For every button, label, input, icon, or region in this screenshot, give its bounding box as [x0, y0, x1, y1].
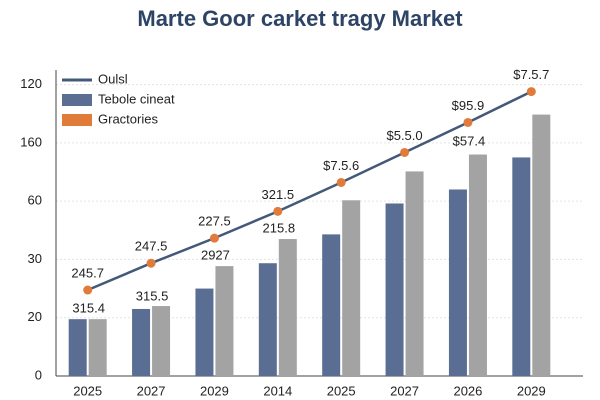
bar [322, 234, 341, 376]
bar [195, 288, 214, 376]
x-tick-label: 2027 [137, 383, 166, 398]
annotation: 315.4 [72, 300, 105, 315]
marker [146, 258, 156, 268]
x-tick-label: 2029 [200, 383, 229, 398]
bar [512, 157, 531, 376]
legend-label: Gractories [98, 111, 158, 126]
bar [258, 263, 277, 376]
marker [526, 87, 536, 97]
y-tick-label: 120 [20, 76, 42, 91]
y-tick-label: 160 [20, 134, 42, 149]
x-tick-label: 2025 [327, 383, 356, 398]
x-tick-label: 2025 [73, 383, 102, 398]
bar [385, 203, 404, 376]
annotation: 227.5 [198, 214, 231, 229]
bar [468, 154, 487, 376]
annotation: $5.5.0 [386, 128, 422, 143]
annotation: 247.5 [135, 239, 168, 254]
marker [400, 147, 410, 157]
bar [132, 308, 151, 376]
legend-swatch [62, 114, 92, 126]
annotation: 321.5 [262, 187, 295, 202]
bar [152, 306, 171, 376]
annotation: $57.4 [453, 133, 486, 148]
line [87, 90, 532, 292]
legend-label: Tebole cineat [98, 91, 175, 106]
annotation: $95.9 [452, 98, 485, 113]
y-tick-label: 30 [28, 251, 42, 266]
legend-label: Oulsl [98, 71, 128, 86]
bar [405, 171, 424, 376]
bar [88, 319, 107, 376]
x-tick-label: 2014 [263, 383, 292, 398]
annotation: $7.5.7 [513, 67, 549, 82]
chart-title: Marte Goor carket tragy Market [137, 6, 463, 31]
bar [68, 319, 87, 376]
bar [532, 114, 551, 377]
y-tick-label: 60 [28, 193, 42, 208]
marker [83, 285, 93, 295]
marker [273, 206, 283, 216]
legend-swatch [62, 94, 92, 106]
annotation: 2927 [201, 247, 230, 262]
bar [215, 266, 234, 376]
x-tick-label: 2026 [453, 383, 482, 398]
marker [336, 177, 346, 187]
y-tick-label: 20 [28, 309, 42, 324]
y-tick-label: 0 [35, 367, 42, 382]
bar [278, 239, 297, 376]
annotation: $7.5.6 [323, 158, 359, 173]
x-tick-label: 2027 [390, 383, 419, 398]
marker [209, 233, 219, 243]
marker [463, 117, 473, 127]
annotation: 245.7 [71, 265, 104, 280]
x-tick-label: 2029 [517, 383, 546, 398]
bar [342, 200, 361, 376]
bar [448, 189, 467, 376]
annotation: 215.8 [263, 220, 296, 235]
annotation: 315.5 [136, 288, 169, 303]
